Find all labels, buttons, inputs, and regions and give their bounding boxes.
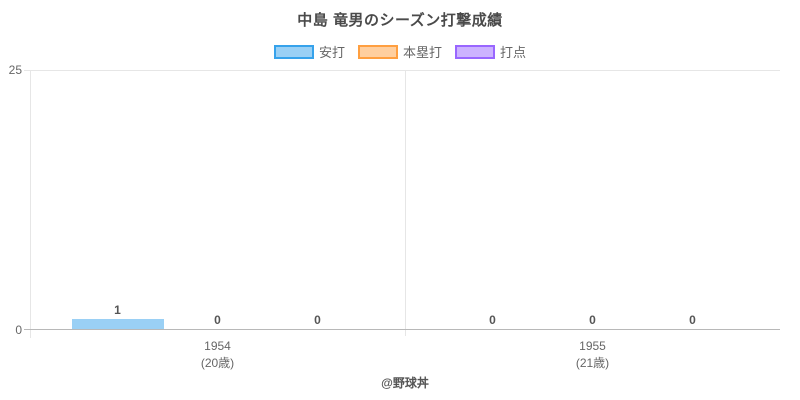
chart-title: 中島 竜男のシーズン打撃成績 (297, 12, 503, 29)
y-axis-line (30, 70, 31, 338)
gridline-25 (24, 70, 780, 71)
bar-value-label: 0 (689, 313, 696, 327)
x-axis-label-1955: 1955 (21歳) (493, 338, 693, 372)
legend-label-homeruns: 本塁打 (402, 45, 442, 60)
x-axis-label-1954: 1954 (20歳) (118, 338, 318, 372)
bar-slot-1954-homeruns: 0 (168, 71, 268, 329)
x-axis-year: 1954 (204, 339, 231, 353)
plot-area: 1 0 0 0 0 0 1954 (20歳) 1955 (21歳) (24, 70, 780, 370)
legend-item-hits[interactable]: 安打 (273, 42, 345, 61)
x-axis-zero-line (24, 329, 780, 330)
legend-swatch-rbi (455, 44, 495, 59)
bar-slot-1954-hits: 1 (68, 71, 168, 329)
bar-value-label: 0 (589, 313, 596, 327)
bar-value-label: 1 (114, 303, 121, 317)
legend-label-rbi: 打点 (500, 45, 527, 60)
y-axis-tick-0: 0 (15, 323, 22, 337)
legend-label-hits: 安打 (318, 45, 345, 60)
bar-slot-1954-rbi: 0 (268, 71, 368, 329)
legend-swatch-hits (273, 44, 314, 59)
bar-slot-1955-homeruns: 0 (543, 71, 643, 329)
watermark-credit: @野球丼 (381, 376, 429, 390)
bar-slot-1955-rbi: 0 (643, 71, 743, 329)
bar-value-label: 0 (314, 313, 321, 327)
bar-slot-1955-hits: 0 (443, 71, 543, 329)
x-axis-age: (21歳) (575, 356, 610, 370)
legend-swatch-homeruns (357, 44, 398, 59)
legend-item-rbi[interactable]: 打点 (455, 42, 526, 61)
x-axis-age: (20歳) (200, 356, 235, 370)
bar-1954-hits (71, 319, 164, 329)
group-divider-gridline (405, 70, 406, 336)
y-axis-tick-25: 25 (8, 63, 22, 77)
bar-value-label: 0 (489, 313, 496, 327)
legend-item-homeruns[interactable]: 本塁打 (357, 42, 442, 61)
x-axis-year: 1955 (579, 339, 606, 353)
chart-legend: 安打 本塁打 打点 (0, 42, 800, 61)
bar-value-label: 0 (214, 313, 221, 327)
